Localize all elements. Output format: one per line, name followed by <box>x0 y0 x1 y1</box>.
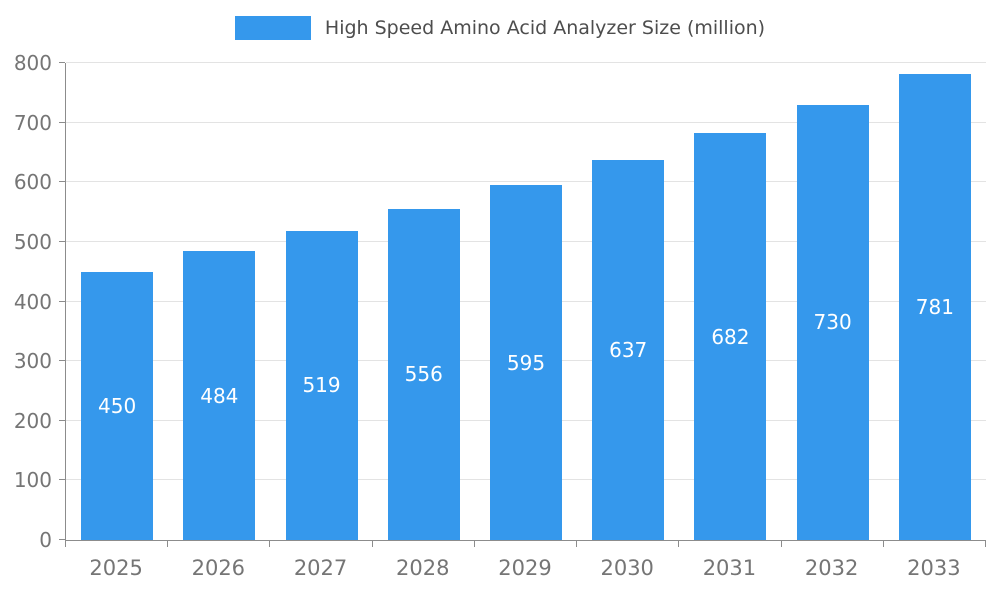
x-tick-label: 2033 <box>907 556 961 580</box>
bar-value-label: 450 <box>98 393 137 418</box>
y-tick-mark <box>59 360 65 362</box>
y-tick-mark <box>59 479 65 481</box>
y-tick-label: 600 <box>13 170 52 195</box>
y-tick-label: 200 <box>13 408 52 433</box>
y-tick-mark <box>59 121 65 123</box>
y-tick-mark <box>59 300 65 302</box>
bar-2028: 556 <box>387 208 460 540</box>
bar-value-label: 556 <box>404 362 443 387</box>
bar-2033: 781 <box>898 74 971 540</box>
bar-value-label: 730 <box>813 310 852 335</box>
x-tick-label: 2025 <box>89 556 143 580</box>
x-tick-mark <box>780 541 782 547</box>
y-tick-mark <box>59 62 65 63</box>
y-axis-labels: 0 100 200 300 400 500 600 700 800 <box>0 53 52 550</box>
y-tick-mark <box>59 539 65 540</box>
y-tick-label: 400 <box>13 289 52 314</box>
x-tick-mark <box>167 541 169 547</box>
bar-value-label: 682 <box>711 324 750 349</box>
x-tick-mark <box>882 541 884 547</box>
y-tick-label: 700 <box>13 110 52 135</box>
x-tick-label: 2029 <box>498 556 552 580</box>
gridline <box>66 62 986 63</box>
y-tick-label: 500 <box>13 229 52 254</box>
x-tick-label: 2030 <box>600 556 654 580</box>
x-axis-labels: 2025 2026 2027 2028 2029 2030 2031 2032 2033 <box>65 556 985 580</box>
y-axis-ticks <box>59 62 65 540</box>
bar-2029: 595 <box>489 185 562 540</box>
y-tick-label: 100 <box>13 468 52 493</box>
gridline <box>66 121 986 123</box>
x-tick-mark <box>269 541 271 547</box>
bar-value-label: 781 <box>915 295 954 320</box>
bar-2025: 450 <box>81 271 154 540</box>
bar-2027: 519 <box>285 230 358 540</box>
bar-2032: 730 <box>796 104 869 540</box>
y-tick-mark <box>59 181 65 183</box>
bar-value-label: 637 <box>609 338 648 363</box>
bar-value-label: 595 <box>506 350 546 375</box>
x-tick-mark <box>985 541 986 547</box>
legend: High Speed Amino Acid Analyzer Size (mil… <box>0 16 1000 40</box>
x-tick-label: 2026 <box>191 556 246 580</box>
y-tick-mark <box>59 419 65 421</box>
plot-area: 450 484 519 556 595 637 682 730 781 <box>65 62 986 541</box>
bar-value-label: 519 <box>302 373 341 398</box>
y-tick-label: 0 <box>39 528 52 552</box>
bar-2031: 682 <box>694 133 767 540</box>
x-tick-mark <box>65 541 66 547</box>
bars-container: 450 484 519 556 595 637 682 730 781 <box>66 63 986 540</box>
legend-swatch <box>234 16 311 40</box>
x-tick-label: 2027 <box>293 556 348 580</box>
x-tick-label: 2031 <box>702 556 757 580</box>
bar-2026: 484 <box>183 251 256 540</box>
gridline <box>66 181 986 183</box>
x-tick-mark <box>473 541 475 547</box>
x-tick-label: 2032 <box>804 556 859 580</box>
x-tick-mark <box>678 541 680 547</box>
x-tick-mark <box>371 541 373 547</box>
bar-2030: 637 <box>592 160 665 540</box>
x-tick-label: 2028 <box>396 556 450 580</box>
x-tick-mark <box>576 541 578 547</box>
y-tick-mark <box>59 240 65 242</box>
legend-label: High Speed Amino Acid Analyzer Size (mil… <box>324 17 766 39</box>
bar-value-label: 484 <box>200 383 239 408</box>
y-tick-label: 800 <box>13 51 52 75</box>
y-tick-label: 300 <box>13 349 52 374</box>
x-axis-ticks <box>65 541 986 547</box>
